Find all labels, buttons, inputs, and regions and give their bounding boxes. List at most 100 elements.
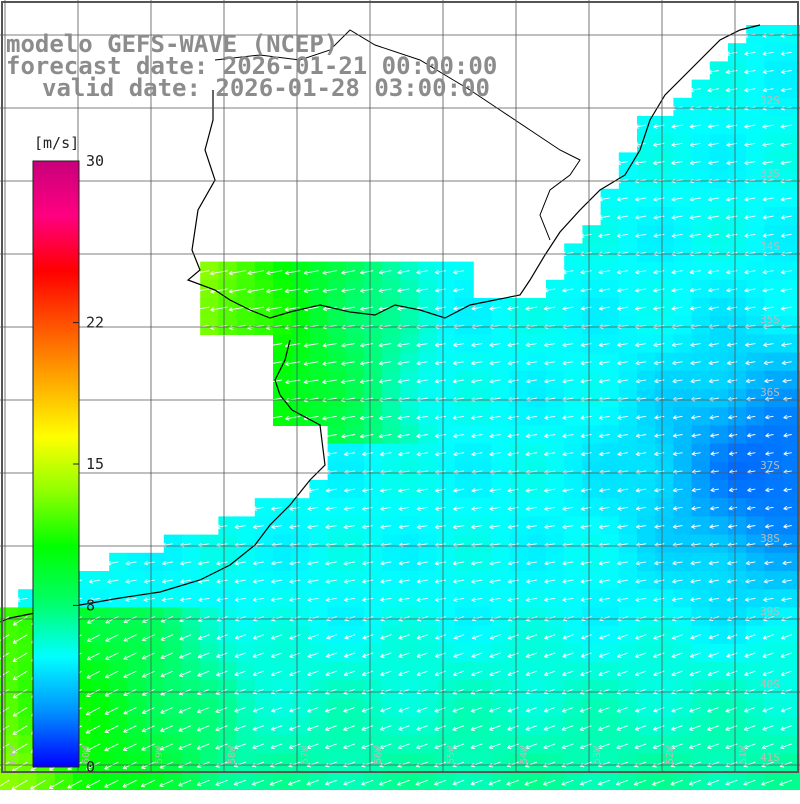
field-cell — [419, 717, 438, 736]
field-cell — [546, 316, 565, 335]
field-cell — [455, 371, 474, 390]
field-cell — [491, 371, 510, 390]
field-cell — [291, 589, 310, 608]
field-cell — [164, 698, 183, 717]
field-cell — [601, 626, 620, 645]
field-cell — [364, 589, 383, 608]
field-cell — [601, 280, 620, 299]
field-cell — [218, 316, 237, 335]
field-cell — [728, 134, 747, 153]
field-cell — [710, 116, 729, 135]
field-cell — [619, 607, 638, 626]
field-cell — [382, 280, 401, 299]
field-cell — [382, 644, 401, 663]
field-cell — [419, 553, 438, 572]
field-cell — [182, 589, 201, 608]
field-cell — [673, 535, 692, 554]
field-cell — [582, 644, 601, 663]
field-cell — [164, 753, 183, 772]
field-cell — [164, 644, 183, 663]
field-cell — [619, 753, 638, 772]
field-cell — [419, 571, 438, 590]
field-cell — [437, 662, 456, 681]
field-cell — [455, 644, 474, 663]
field-cell — [346, 698, 365, 717]
field-cell — [382, 353, 401, 372]
field-cell — [710, 353, 729, 372]
field-cell — [710, 152, 729, 171]
field-cell — [637, 407, 656, 426]
field-cell — [764, 25, 783, 44]
field-cell — [673, 353, 692, 372]
field-cell — [218, 698, 237, 717]
field-cell — [146, 698, 165, 717]
field-cell — [619, 189, 638, 208]
field-cell — [546, 334, 565, 353]
field-cell — [364, 498, 383, 517]
field-cell — [127, 553, 146, 572]
field-cell — [382, 371, 401, 390]
field-cell — [455, 444, 474, 463]
field-cell — [619, 262, 638, 281]
field-cell — [619, 444, 638, 463]
field-cell — [473, 425, 492, 444]
field-cell — [637, 298, 656, 317]
field-cell — [582, 535, 601, 554]
field-cell — [601, 207, 620, 226]
field-cell — [364, 389, 383, 408]
field-cell — [218, 298, 237, 317]
field-cell — [109, 626, 128, 645]
field-cell — [127, 717, 146, 736]
field-cell — [273, 262, 292, 281]
field-cell — [437, 334, 456, 353]
field-cell — [437, 571, 456, 590]
field-cell — [637, 735, 656, 754]
field-cell — [200, 717, 219, 736]
field-cell — [564, 644, 583, 663]
field-cell — [273, 407, 292, 426]
field-cell — [400, 280, 419, 299]
field-cell — [382, 589, 401, 608]
field-cell — [673, 717, 692, 736]
field-cell — [582, 717, 601, 736]
field-cell — [510, 444, 529, 463]
field-cell — [637, 280, 656, 299]
field-cell — [491, 334, 510, 353]
field-cell — [601, 662, 620, 681]
field-cell — [346, 316, 365, 335]
field-cell — [200, 262, 219, 281]
field-cell — [455, 735, 474, 754]
field-cell — [673, 735, 692, 754]
field-cell — [710, 371, 729, 390]
field-cell — [455, 680, 474, 699]
field-cell — [546, 662, 565, 681]
field-cell — [237, 626, 256, 645]
field-cell — [491, 626, 510, 645]
field-cell — [546, 644, 565, 663]
field-cell — [728, 243, 747, 262]
field-cell — [692, 644, 711, 663]
field-cell — [564, 262, 583, 281]
field-cell — [601, 553, 620, 572]
field-cell — [637, 207, 656, 226]
field-cell — [546, 498, 565, 517]
field-cell — [655, 171, 674, 190]
field-cell — [510, 680, 529, 699]
field-cell — [455, 262, 474, 281]
field-cell — [328, 644, 347, 663]
field-cell — [455, 607, 474, 626]
field-cell — [273, 771, 292, 790]
field-cell — [491, 498, 510, 517]
field-cell — [637, 607, 656, 626]
field-cell — [710, 316, 729, 335]
field-cell — [655, 207, 674, 226]
field-cell — [473, 535, 492, 554]
field-cell — [200, 698, 219, 717]
field-cell — [309, 735, 328, 754]
field-cell — [237, 662, 256, 681]
field-cell — [528, 516, 547, 535]
field-cell — [455, 480, 474, 499]
field-cell — [582, 298, 601, 317]
field-cell — [619, 298, 638, 317]
field-cell — [692, 589, 711, 608]
